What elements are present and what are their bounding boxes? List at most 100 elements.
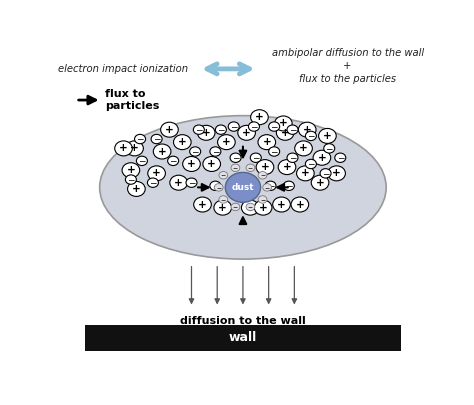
Text: −: −	[149, 178, 157, 187]
Circle shape	[246, 164, 255, 172]
Text: −: −	[138, 156, 146, 165]
Circle shape	[276, 125, 294, 140]
Circle shape	[258, 135, 275, 149]
Circle shape	[255, 200, 272, 215]
Circle shape	[287, 153, 298, 162]
Circle shape	[214, 200, 231, 215]
Text: +: +	[295, 200, 304, 209]
Text: −: −	[211, 181, 219, 190]
Bar	[85, 324, 401, 351]
Text: −: −	[233, 205, 238, 209]
Text: +: +	[219, 202, 227, 213]
Text: −: −	[230, 122, 237, 131]
Circle shape	[173, 135, 191, 149]
Circle shape	[269, 122, 280, 131]
Circle shape	[161, 122, 178, 137]
Text: +: +	[332, 168, 341, 178]
Circle shape	[190, 147, 201, 156]
Circle shape	[182, 156, 201, 171]
Text: +: +	[178, 137, 187, 147]
Text: +: +	[207, 159, 216, 169]
Circle shape	[115, 141, 132, 156]
Circle shape	[170, 175, 187, 190]
Text: −: −	[285, 181, 292, 190]
Circle shape	[219, 196, 228, 203]
Circle shape	[210, 181, 221, 190]
Circle shape	[258, 172, 267, 179]
Text: +: +	[303, 125, 311, 135]
Circle shape	[291, 197, 309, 212]
Text: −: −	[248, 165, 253, 170]
Circle shape	[125, 175, 137, 184]
Circle shape	[335, 153, 346, 162]
Text: −: −	[326, 144, 333, 153]
Text: +: +	[301, 168, 310, 178]
Text: −: −	[264, 185, 270, 190]
Text: −: −	[195, 125, 202, 134]
Text: +: +	[198, 200, 207, 209]
Circle shape	[258, 196, 267, 203]
Text: −: −	[169, 156, 177, 165]
Text: +: +	[152, 168, 161, 178]
Circle shape	[122, 163, 140, 178]
Text: −: −	[289, 153, 296, 162]
Text: +: +	[263, 137, 271, 147]
Text: +: +	[130, 143, 139, 153]
Circle shape	[225, 173, 261, 202]
Circle shape	[305, 159, 317, 168]
Text: −: −	[191, 147, 199, 156]
Text: −: −	[216, 185, 221, 190]
Text: +: +	[279, 118, 288, 128]
Circle shape	[168, 156, 179, 166]
Text: −: −	[248, 181, 256, 190]
Circle shape	[241, 200, 259, 215]
Text: −: −	[270, 122, 278, 131]
Text: −: −	[307, 131, 315, 141]
Circle shape	[153, 144, 171, 159]
Text: +: +	[187, 159, 196, 169]
Text: +: +	[165, 125, 174, 135]
Text: +: +	[281, 128, 290, 138]
Text: −: −	[221, 197, 226, 202]
Circle shape	[263, 183, 272, 191]
Text: −: −	[289, 125, 296, 134]
Text: −: −	[250, 122, 258, 131]
Circle shape	[128, 181, 145, 196]
Text: −: −	[153, 134, 160, 143]
Circle shape	[320, 168, 331, 178]
Text: +: +	[316, 178, 324, 188]
Text: +: +	[277, 200, 286, 209]
Circle shape	[305, 131, 317, 141]
Circle shape	[228, 122, 239, 131]
Circle shape	[287, 125, 298, 134]
Text: +: +	[158, 147, 166, 156]
Text: −: −	[260, 173, 265, 178]
Circle shape	[251, 110, 268, 125]
Circle shape	[246, 181, 258, 190]
Circle shape	[203, 156, 220, 171]
Text: +: +	[222, 137, 231, 147]
Circle shape	[265, 181, 276, 190]
Circle shape	[256, 160, 274, 175]
Text: ambipolar diffusion to the wall
+
flux to the particles: ambipolar diffusion to the wall + flux t…	[272, 47, 424, 84]
Text: +: +	[127, 165, 135, 175]
Text: −: −	[127, 175, 135, 184]
Circle shape	[295, 141, 312, 156]
Text: +: +	[174, 178, 183, 188]
Circle shape	[313, 150, 331, 165]
Circle shape	[210, 147, 221, 156]
Circle shape	[248, 122, 259, 131]
Text: +: +	[259, 202, 267, 213]
Circle shape	[126, 141, 143, 156]
Circle shape	[231, 164, 240, 172]
Text: −: −	[211, 147, 219, 156]
Circle shape	[273, 197, 290, 212]
Text: electron impact ionization: electron impact ionization	[58, 64, 189, 74]
Circle shape	[238, 125, 255, 140]
Text: −: −	[307, 160, 315, 168]
Circle shape	[283, 181, 294, 190]
Text: flux to
particles: flux to particles	[105, 89, 160, 111]
Text: −: −	[270, 147, 278, 156]
Text: −: −	[221, 173, 226, 178]
Circle shape	[230, 153, 241, 162]
